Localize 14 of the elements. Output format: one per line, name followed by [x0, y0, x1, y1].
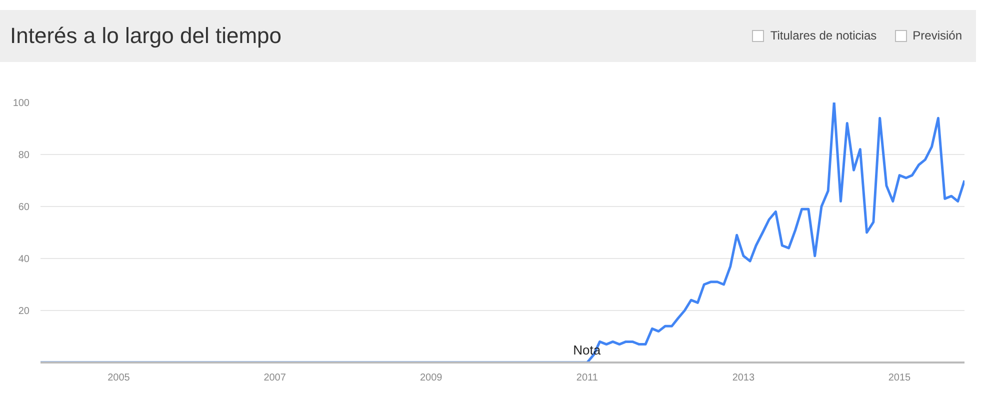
chart-title: Interés a lo largo del tiempo	[9, 22, 282, 50]
y-tick-label: 80	[18, 150, 30, 161]
x-tick-label: 2009	[420, 372, 443, 384]
y-tick-label: 100	[12, 98, 30, 109]
text: Previsión	[912, 28, 962, 43]
x-tick-label: 2013	[732, 372, 756, 384]
text: Titulares de noticias	[770, 28, 877, 43]
y-tick-label: 20	[18, 306, 30, 317]
x-tick-label: 2015	[888, 372, 912, 384]
x-tick-label: 2007	[264, 372, 286, 384]
x-tick-label: 2011	[576, 372, 598, 384]
y-tick-label: 60	[18, 202, 30, 213]
y-tick-label: 40	[18, 254, 30, 265]
x-tick-label: 2005	[108, 372, 130, 384]
